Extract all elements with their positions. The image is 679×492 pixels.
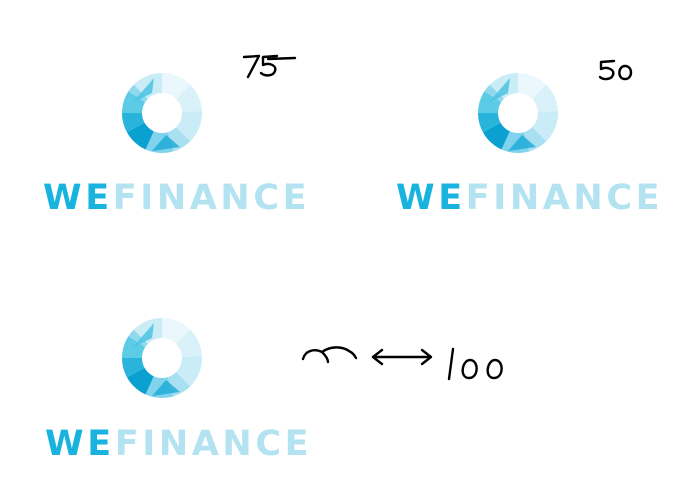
- wordmark: WEFINANCE: [43, 181, 310, 216]
- wordmark-we: WE: [43, 178, 113, 218]
- wordmark: WEFINANCE: [396, 181, 663, 216]
- handwritten-50: [598, 59, 633, 81]
- handwritten-reference-100: [301, 346, 503, 381]
- wordmark-we: WE: [396, 178, 466, 218]
- handwritten-75: [242, 54, 297, 79]
- wordmark-finance: FINANCE: [112, 178, 311, 218]
- wordmark-finance: FINANCE: [114, 424, 313, 464]
- wordmark-we: WE: [45, 424, 115, 464]
- wordmark: WEFINANCE: [45, 427, 312, 462]
- wordmark-finance: FINANCE: [465, 178, 664, 218]
